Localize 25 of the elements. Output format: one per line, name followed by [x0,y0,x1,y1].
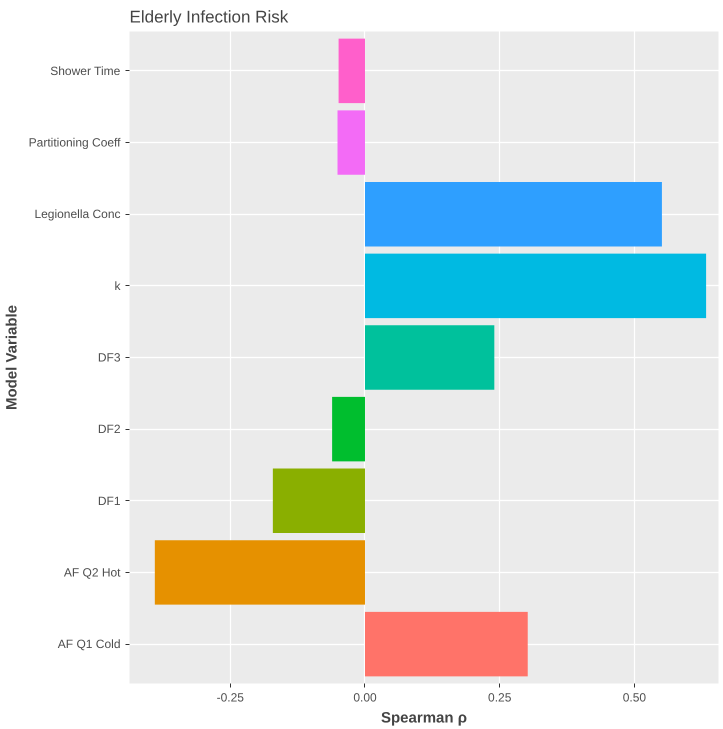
bar [332,396,365,462]
y-tick-label: DF2 [98,422,121,436]
y-tick-label: AF Q2 Hot [64,565,122,580]
bar [364,325,494,390]
y-tick-label: Shower Time [50,64,121,78]
y-tick-label: k [114,278,122,293]
bar [154,540,365,605]
y-tick-label: Legionella Conc [34,207,120,222]
x-tick-label: 0.00 [353,690,377,704]
x-tick-label: -0.25 [216,690,244,704]
x-tick-label: 0.50 [622,690,646,704]
y-tick-label: Partitioning Coeff [28,136,122,150]
y-tick-label: DF3 [98,350,121,364]
y-axis-title: Model Variable [4,304,21,410]
y-tick-label: AF Q1 Cold [58,637,121,652]
x-axis-title: Spearman ρ [381,710,467,726]
bar [338,110,365,175]
bar [338,38,365,104]
bar [364,182,662,246]
chart-title: Elderly Infection Risk [130,8,289,26]
y-tick-label: DF1 [98,494,121,508]
x-tick-label: 0.25 [488,690,512,704]
bar [364,612,528,676]
bar [272,468,365,534]
bar [364,254,706,318]
